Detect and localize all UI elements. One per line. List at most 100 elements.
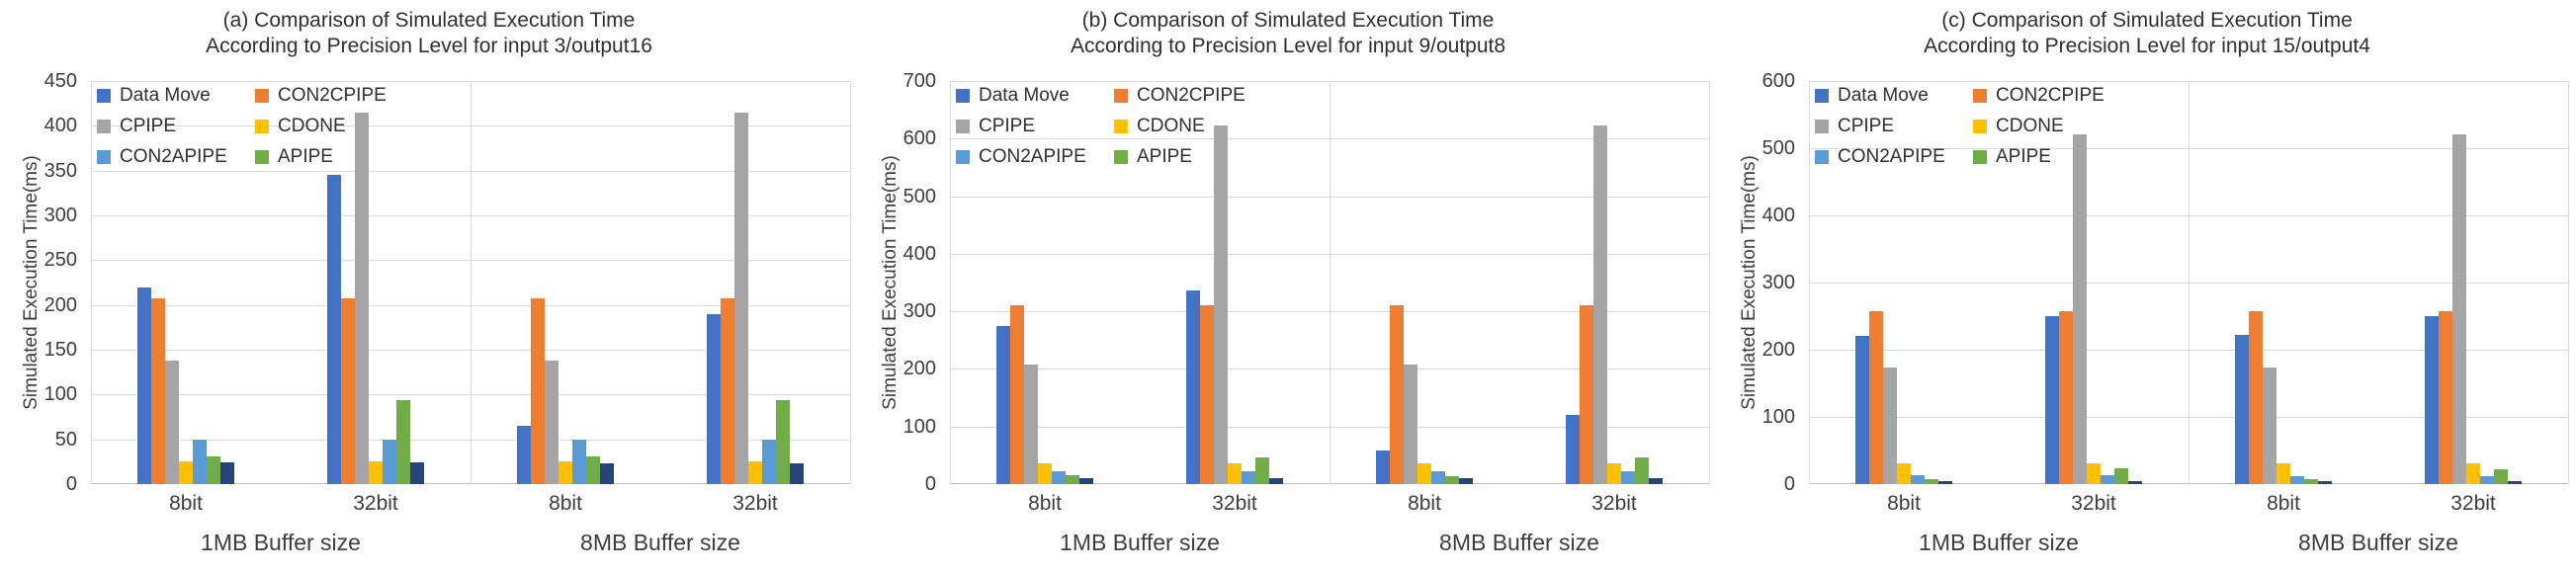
bar: [1883, 368, 1897, 484]
precision-tick-label: 8bit: [1028, 492, 1062, 515]
legend-label: CON2CPIPE: [1996, 85, 2104, 106]
legend-swatch-data-move: [956, 89, 970, 103]
bar: [748, 461, 762, 484]
legend-swatch-con2apipe: [97, 150, 111, 164]
bar: [707, 313, 721, 484]
legend-label: CPIPE: [1838, 116, 1895, 136]
y-axis-tick-label: 150: [43, 339, 77, 361]
legend-item: CON2APIPE: [956, 146, 1114, 168]
legend-item: CDONE: [1973, 116, 2104, 137]
bar-groups: [91, 81, 850, 484]
bar: [2263, 368, 2276, 484]
y-axis-tick-label: 500: [1761, 137, 1795, 159]
plot-area: Data Move CON2CPIPE CPIPE CDONE CON2APIPE API…: [950, 81, 1710, 484]
legend-label: APIPE: [1137, 146, 1192, 167]
bar-group: [471, 81, 660, 484]
legend-label: CPIPE: [979, 116, 1036, 136]
legend-label: CDONE: [278, 116, 346, 136]
bar-group: [1330, 81, 1519, 484]
legend-label: APIPE: [1996, 146, 2051, 167]
bar-group: [660, 81, 850, 484]
y-axis-tick-label: 300: [902, 300, 936, 323]
bar-group: [1140, 81, 1330, 484]
bar: [1855, 336, 1869, 484]
chart-panel-c: (c) Comparison of Simulated Execution Ti…: [1718, 0, 2576, 574]
bar: [193, 439, 207, 484]
legend-label: CON2CPIPE: [1137, 85, 1245, 106]
y-axis-tick-label: 400: [43, 115, 77, 137]
bar: [2073, 134, 2087, 484]
y-axis-tick-label: 200: [43, 293, 77, 316]
legend-swatch-cdone: [1973, 120, 1987, 133]
legend-item: CON2CPIPE: [255, 85, 386, 107]
legend-item: CON2APIPE: [1815, 146, 1973, 168]
bar-group: [91, 81, 281, 484]
bar-group: [950, 81, 1140, 484]
legend-swatch-cpipe: [97, 120, 111, 133]
legend-item: APIPE: [1973, 146, 2104, 168]
bar: [2059, 310, 2073, 484]
y-axis-tick-label: 250: [43, 249, 77, 272]
plot-area: Data Move CON2CPIPE CPIPE CDONE CON2APIPE API…: [1809, 81, 2569, 484]
bar: [1066, 475, 1079, 484]
bar: [1869, 310, 1883, 484]
bar: [776, 399, 790, 484]
bar: [1010, 305, 1024, 484]
bar: [1038, 463, 1052, 484]
bar: [1214, 125, 1228, 484]
bar-groups: [1809, 81, 2568, 484]
bar: [1621, 470, 1635, 484]
legend-item: CDONE: [255, 116, 386, 137]
legend-label: CON2APIPE: [979, 146, 1086, 167]
category-separator-line: [2568, 81, 2569, 484]
bar: [383, 439, 396, 484]
chart-subtitle: According to Precision Level for input 1…: [1924, 35, 2370, 57]
legend-swatch-con2apipe: [956, 150, 970, 164]
legend-item: CON2CPIPE: [1973, 85, 2104, 107]
bar: [1404, 365, 1417, 484]
bar: [1390, 305, 1404, 484]
bar: [137, 287, 151, 484]
bar-group: [281, 81, 471, 484]
legend-item: Data Move: [97, 85, 255, 107]
buffer-size-label: 1MB Buffer size: [201, 530, 361, 555]
bar: [2276, 462, 2290, 484]
bar: [207, 455, 220, 484]
chart-title: (c) Comparison of Simulated Execution Ti…: [1941, 9, 2353, 32]
bar: [179, 461, 193, 484]
legend-swatch-apipe: [1973, 150, 1987, 164]
precision-tick-label: 32bit: [2450, 492, 2496, 515]
bar-group: [1519, 81, 1709, 484]
y-axis-tick-label: 0: [1783, 473, 1795, 495]
category-separator-line: [950, 81, 951, 484]
y-axis-tick-label: 700: [902, 70, 936, 92]
legend-swatch-con2cpipe: [1973, 89, 1987, 103]
bar: [790, 463, 804, 484]
precision-tick-label: 8bit: [2267, 492, 2300, 515]
bar: [2439, 310, 2452, 484]
chart-title: (a) Comparison of Simulated Execution Ti…: [222, 9, 636, 32]
bar: [996, 325, 1010, 484]
bar: [531, 298, 545, 484]
category-separator-line: [850, 81, 851, 484]
y-axis-label: Simulated Execution Time(ms): [21, 155, 42, 410]
category-separator-line: [91, 81, 92, 484]
legend-swatch-con2cpipe: [1114, 89, 1128, 103]
bar: [1580, 305, 1593, 484]
bar: [369, 461, 383, 484]
bar: [517, 426, 531, 484]
precision-tick-label: 8bit: [169, 492, 203, 515]
legend-swatch-apipe: [1114, 150, 1128, 164]
y-axis-tick-label: 0: [924, 473, 936, 495]
bar: [1228, 463, 1242, 484]
legend-item: CPIPE: [97, 116, 255, 137]
precision-tick-label: 32bit: [1212, 492, 1257, 515]
legend-label: CDONE: [1137, 116, 1205, 136]
bar: [1566, 415, 1580, 484]
bar: [1024, 365, 1038, 484]
bar: [721, 298, 734, 484]
bar: [165, 360, 179, 484]
precision-tick-label: 8bit: [549, 492, 582, 515]
category-separator-line: [471, 81, 472, 484]
bar: [2480, 475, 2494, 484]
